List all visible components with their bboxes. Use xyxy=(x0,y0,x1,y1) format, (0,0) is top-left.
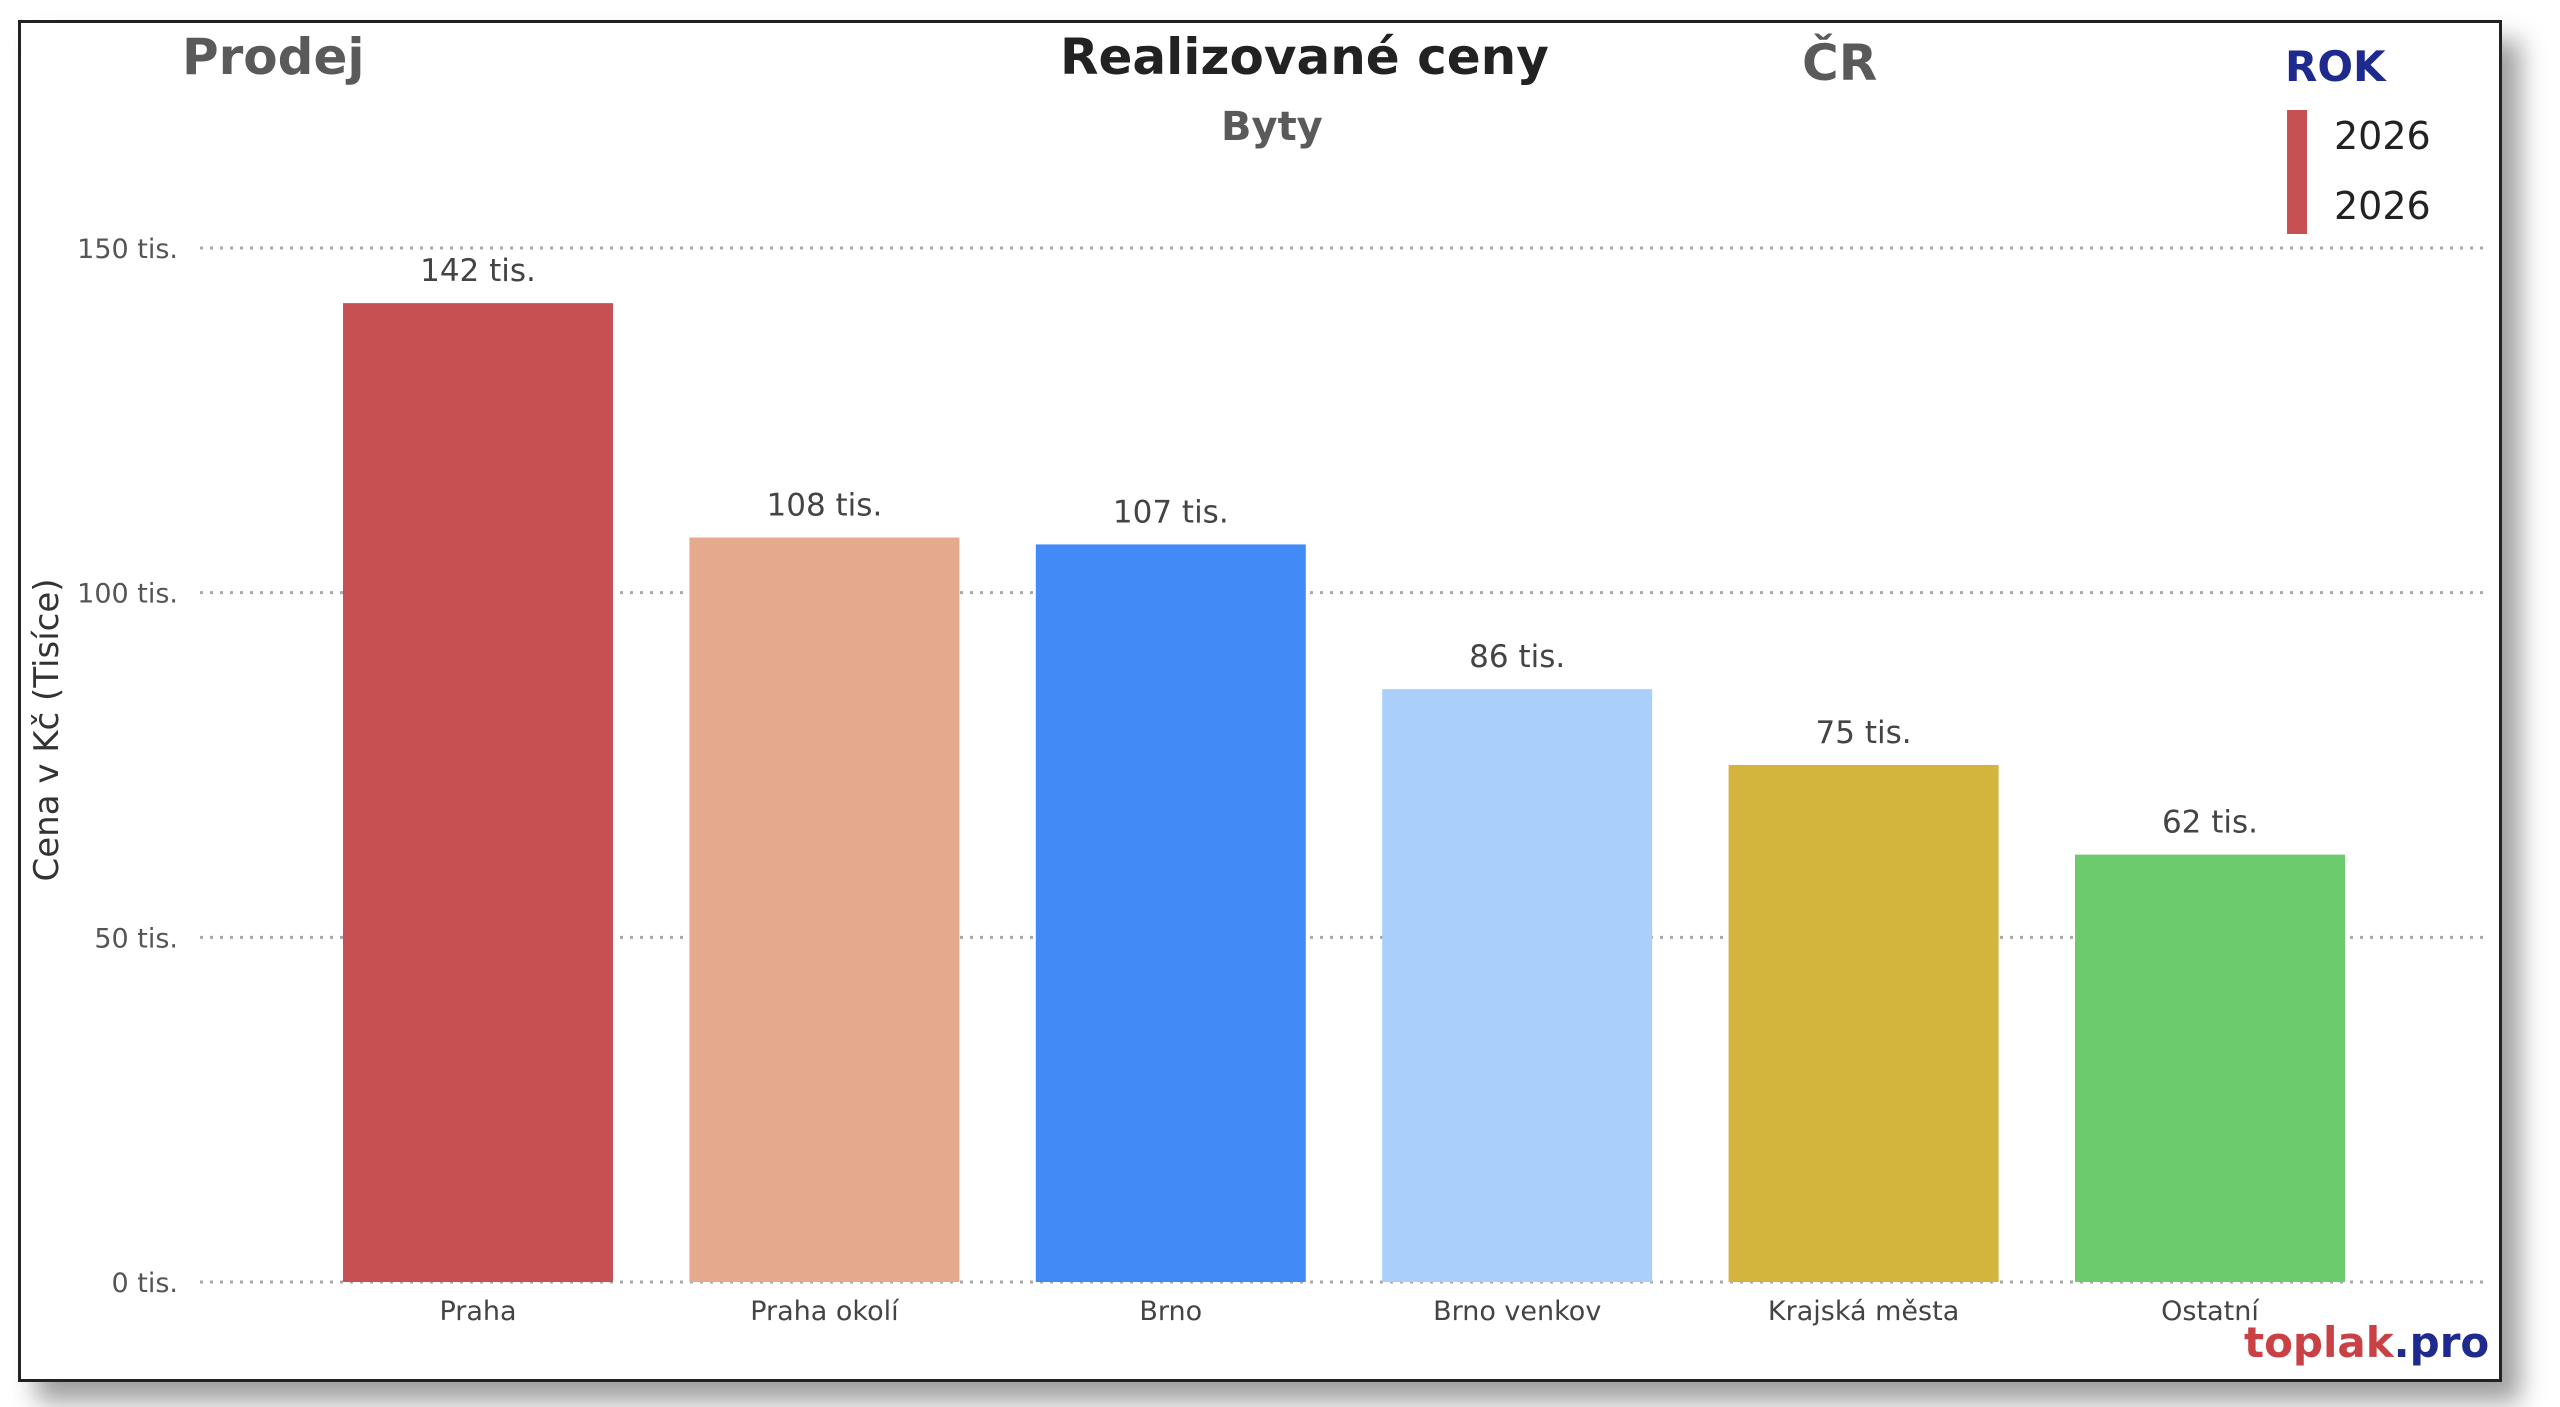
data-labels: 142 tis. 108 tis. 107 tis. 86 tis. 75 tis. 62… xyxy=(420,253,2258,840)
bar-praha-okolí xyxy=(689,537,960,1282)
bar-brno-venkov xyxy=(1382,689,1653,1282)
x-tick-label: Ostatní xyxy=(2161,1296,2260,1327)
bars xyxy=(343,303,2345,1282)
transaction-type-label: Prodej xyxy=(182,28,365,86)
y-axis-title: Cena v Kč (Tisíce) xyxy=(27,578,67,881)
region-label: ČR xyxy=(1802,34,1878,92)
data-label: 86 tis. xyxy=(1469,639,1565,675)
legend-title: ROK xyxy=(2285,42,2386,91)
x-tick-label: Praha okolí xyxy=(750,1296,900,1327)
y-tick-label: 150 tis. xyxy=(77,234,178,265)
x-tick-label: Brno venkov xyxy=(1433,1296,1601,1327)
data-label: 108 tis. xyxy=(767,488,883,524)
x-tick-label: Brno xyxy=(1139,1296,1202,1327)
y-axis-ticks: 0 tis. 50 tis. 100 tis. 150 tis. xyxy=(77,234,178,1299)
chart-title: Realizované ceny xyxy=(1060,28,1549,86)
y-tick-label: 50 tis. xyxy=(94,923,178,954)
y-tick-label: 100 tis. xyxy=(77,579,178,610)
data-label: 75 tis. xyxy=(1816,715,1912,751)
data-label: 142 tis. xyxy=(420,253,536,289)
bar-ostatní xyxy=(2075,854,2345,1282)
legend-swatch xyxy=(2287,110,2307,234)
y-tick-label: 0 tis. xyxy=(112,1268,179,1299)
bar-krajská-města xyxy=(1728,765,1999,1282)
legend-item[interactable]: 2026 xyxy=(2334,114,2431,158)
chart-subtitle: Byty xyxy=(1221,104,1323,150)
legend-item[interactable]: 2026 xyxy=(2334,184,2431,228)
brand-part-1: toplak xyxy=(2244,1318,2394,1367)
x-tick-label: Krajská města xyxy=(1768,1296,1959,1327)
bar-brno xyxy=(1035,544,1306,1282)
bar-praha xyxy=(343,303,613,1282)
x-tick-label: Praha xyxy=(439,1296,516,1327)
data-label: 107 tis. xyxy=(1113,494,1229,530)
brand-logo: toplak.pro xyxy=(2244,1318,2489,1367)
x-axis-categories: Praha Praha okolí Brno Brno venkov Krajská m… xyxy=(439,1296,2260,1327)
brand-part-2: .pro xyxy=(2393,1318,2490,1367)
data-label: 62 tis. xyxy=(2162,805,2258,841)
